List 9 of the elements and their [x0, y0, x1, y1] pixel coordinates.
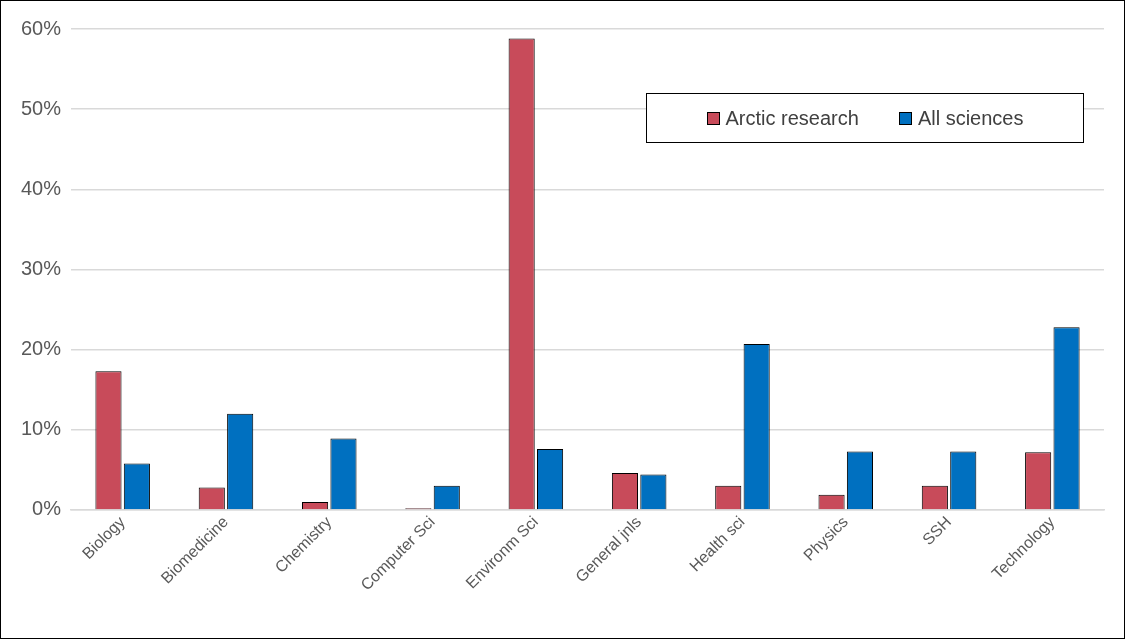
y-tick-label: 20%: [21, 337, 62, 360]
y-tick-label: 50%: [21, 96, 62, 119]
legend-label: Arctic research: [725, 106, 859, 130]
legend-label: All sciences: [917, 106, 1024, 130]
y-tick-label: 60%: [21, 16, 62, 39]
y-tick-label: 10%: [21, 417, 62, 440]
y-tick-label: 30%: [21, 256, 62, 279]
y-tick-label: 40%: [21, 176, 62, 199]
y-tick-label: 0%: [32, 497, 62, 520]
